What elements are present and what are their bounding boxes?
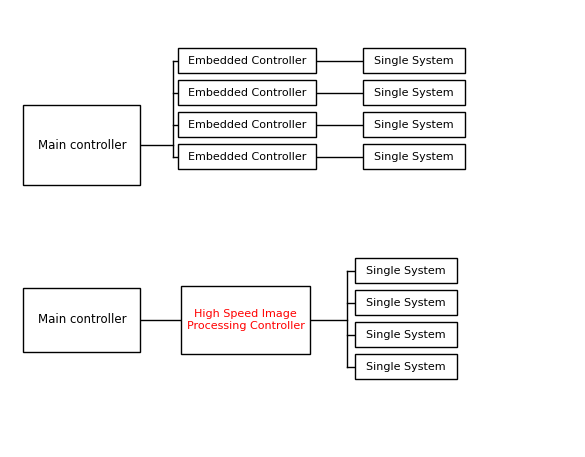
Text: Single System: Single System [374,88,454,97]
Text: Single System: Single System [374,152,454,161]
FancyBboxPatch shape [355,290,457,315]
FancyBboxPatch shape [23,105,140,185]
FancyBboxPatch shape [178,112,316,137]
Text: Single System: Single System [366,298,446,308]
FancyBboxPatch shape [355,354,457,379]
Text: Single System: Single System [366,330,446,340]
FancyBboxPatch shape [363,80,465,105]
Text: Main controller: Main controller [37,138,126,152]
FancyBboxPatch shape [363,144,465,169]
FancyBboxPatch shape [178,80,316,105]
Text: Embedded Controller: Embedded Controller [188,56,307,65]
FancyBboxPatch shape [363,48,465,73]
FancyBboxPatch shape [355,322,457,347]
Text: High Speed Image
Processing Controller: High Speed Image Processing Controller [187,309,305,331]
FancyBboxPatch shape [181,286,310,354]
Text: Main controller: Main controller [37,314,126,326]
FancyBboxPatch shape [355,258,457,283]
FancyBboxPatch shape [178,144,316,169]
FancyBboxPatch shape [178,48,316,73]
Text: Embedded Controller: Embedded Controller [188,120,307,129]
FancyBboxPatch shape [363,112,465,137]
Text: Single System: Single System [366,362,446,372]
Text: Single System: Single System [374,56,454,65]
Text: Embedded Controller: Embedded Controller [188,88,307,97]
Text: Single System: Single System [366,266,446,276]
FancyBboxPatch shape [23,288,140,352]
Text: Single System: Single System [374,120,454,129]
Text: Embedded Controller: Embedded Controller [188,152,307,161]
